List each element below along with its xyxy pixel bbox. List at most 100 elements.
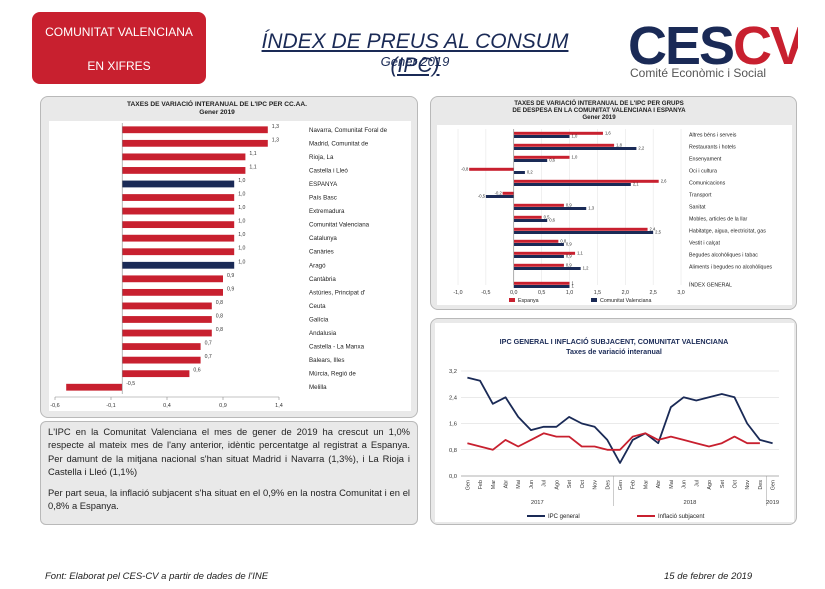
legend-label-espanya: Espanya [518, 298, 539, 304]
x-tick-label: Gen [465, 480, 471, 490]
x-tick-label: 0,9 [219, 403, 227, 409]
bar-value-label: 0,2 [527, 170, 533, 175]
bar [122, 167, 246, 174]
bar-value-label: -0,5 [126, 381, 135, 387]
bar-value-label: 1,0 [238, 232, 245, 238]
bar [513, 219, 548, 222]
category-label: País Basc [309, 195, 337, 202]
x-tick-label: 1,5 [594, 290, 601, 296]
legend-swatch-espanya [509, 298, 515, 302]
bar-value-label: 0,8 [216, 327, 223, 333]
ipc-line-chart: IPC GENERAL I INFLACIÓ SUBJACENT, COMUNI… [435, 323, 794, 522]
x-tick-label: 0,4 [163, 403, 171, 409]
bar-value-label: 1,0 [238, 246, 245, 252]
bar [122, 207, 235, 215]
category-label: Melilla [309, 384, 327, 391]
legend-swatch-cv [591, 298, 597, 302]
legend-label-cv: Comunitat Valenciana [600, 298, 651, 304]
x-tick-label: Mar [643, 480, 649, 489]
x-tick-label: Jun [682, 480, 688, 489]
category-label: Altres béns i serveis [689, 133, 737, 139]
category-label: Castella - La Manxa [309, 344, 365, 351]
x-tick-label: 1,0 [566, 290, 573, 296]
x-tick-label: Jul [694, 480, 700, 487]
chart-subtitle: Taxes de variació interanual [566, 347, 662, 356]
x-tick-label: Gen [618, 480, 624, 490]
x-tick-label: Gen [771, 480, 777, 490]
bar [122, 316, 212, 323]
category-label: Mobles, articles de la llar [689, 217, 748, 223]
y-tick-label: 2,4 [449, 395, 458, 401]
x-tick-label: Des [758, 480, 764, 490]
bar [122, 234, 235, 242]
x-tick-label: Feb [478, 480, 484, 489]
bar [122, 288, 223, 296]
chart-title: TAXES DE VARIACIÓ INTERANUAL DE L'IPC PE… [514, 99, 684, 107]
bar [513, 281, 570, 285]
category-label: Transport [689, 193, 712, 199]
bar [513, 207, 587, 210]
category-label: Vestit i calçat [689, 241, 720, 247]
summary-text: L'IPC en la Comunitat Valenciana el mes … [40, 421, 418, 525]
x-tick-label: 3,0 [677, 290, 684, 296]
bar [513, 159, 548, 162]
x-tick-label: 2,0 [622, 290, 629, 296]
bar [513, 215, 542, 219]
bar-value-label: 1,1 [249, 151, 256, 157]
x-tick-label: Feb [631, 480, 637, 489]
bar-value-label: 1,0 [238, 219, 245, 225]
bar [122, 194, 235, 201]
bar-value-label: 0,6 [193, 368, 200, 374]
bar [485, 195, 514, 198]
bar [513, 135, 570, 138]
category-label: Aragó [309, 262, 326, 269]
x-tick-label: Jun [529, 480, 535, 489]
bar [513, 243, 564, 246]
logo-subtitle: Comité Econòmic i Social [630, 66, 767, 80]
line-chart-panel: IPC GENERAL I INFLACIÓ SUBJACENT, COMUNI… [430, 318, 797, 525]
bar-value-label: 1,3 [272, 124, 279, 130]
y-tick-label: 1,6 [449, 422, 457, 428]
bar [513, 183, 631, 186]
category-label: Múrcia, Regió de [309, 371, 356, 378]
category-label: Canàries [309, 249, 334, 256]
x-tick-label: Des [605, 480, 611, 490]
ccaa-chart-panel: TAXES DE VARIACIÓ INTERANUAL DE L'IPC PE… [40, 96, 418, 418]
bar-value-label: 1,0 [572, 134, 578, 139]
bar [513, 251, 576, 255]
bar [122, 153, 246, 161]
bar-value-label: 0,6 [549, 158, 555, 163]
chart-subtitle: Gener 2019 [199, 109, 235, 116]
bar-value-label: -0,2 [495, 190, 503, 195]
chart-subtitle: Gener 2019 [582, 114, 616, 121]
bar-value-label: 1,3 [272, 137, 279, 143]
bar [122, 221, 235, 229]
category-label: Aliments i begudes no alcohòliques [689, 265, 772, 271]
category-label: Castella i Lleó [309, 167, 348, 174]
x-tick-label: Nov [745, 480, 751, 490]
x-tick-label: Abr [504, 480, 510, 489]
bar-value-label: -0,5 [478, 194, 486, 199]
bar [122, 370, 190, 378]
category-label: Ceuta [309, 303, 326, 310]
bar [513, 231, 654, 234]
bar [513, 267, 581, 270]
category-label: Extremadura [309, 208, 345, 215]
bar [513, 285, 570, 288]
bar-value-label: 0,9 [566, 254, 572, 259]
year-label: 2017 [531, 500, 544, 506]
bar [122, 126, 268, 134]
x-tick-label: 2,5 [649, 290, 656, 296]
bar [513, 227, 648, 231]
bar [122, 329, 212, 337]
bar-value-label: 1,1 [249, 164, 256, 170]
x-tick-label: -0,5 [481, 290, 490, 296]
bar [122, 248, 235, 256]
category-label: Comunicacions [689, 181, 726, 187]
bar-value-label: 0,8 [216, 300, 223, 306]
x-tick-label: Oct [580, 480, 586, 489]
bar [502, 191, 514, 195]
bar [513, 155, 570, 159]
x-tick-label: Mai [516, 480, 522, 489]
bar-value-label: 0,7 [205, 354, 212, 360]
